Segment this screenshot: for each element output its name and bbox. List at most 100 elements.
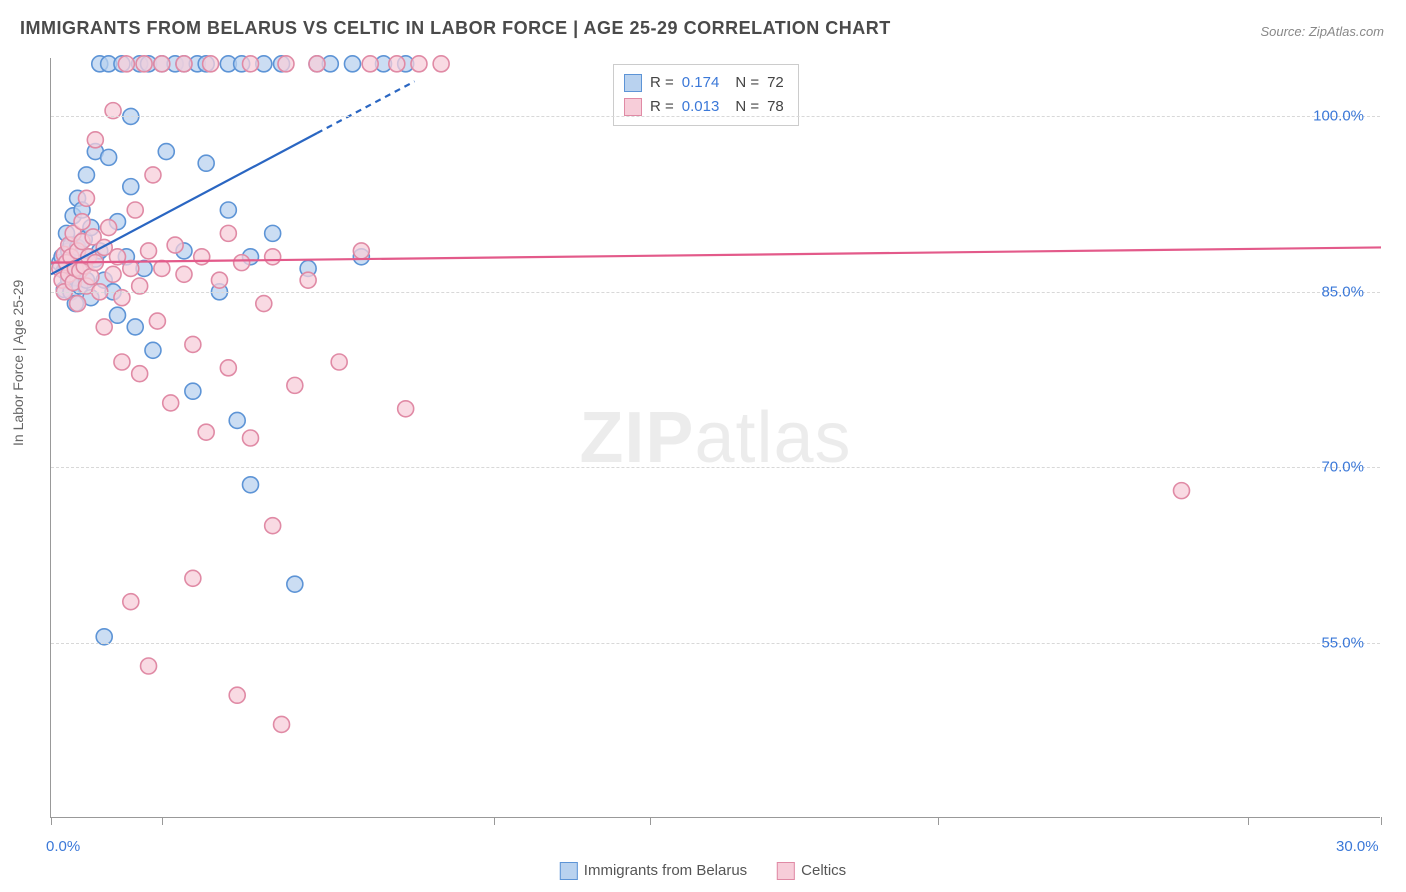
scatter-point xyxy=(243,477,259,493)
scatter-point xyxy=(203,56,219,72)
legend-swatch-icon xyxy=(624,98,642,116)
scatter-point xyxy=(145,167,161,183)
scatter-point xyxy=(176,266,192,282)
y-tick-label: 55.0% xyxy=(1321,634,1364,651)
scatter-point xyxy=(105,266,121,282)
scatter-point xyxy=(234,255,250,271)
scatter-point xyxy=(220,360,236,376)
scatter-point xyxy=(149,313,165,329)
gridline xyxy=(51,643,1380,644)
stats-n-label: N = xyxy=(735,95,759,119)
scatter-point xyxy=(344,56,360,72)
x-tick xyxy=(650,817,651,825)
gridline xyxy=(51,467,1380,468)
stats-r-value: 0.174 xyxy=(682,71,720,95)
source-label: Source: ZipAtlas.com xyxy=(1260,24,1384,39)
scatter-point xyxy=(141,658,157,674)
scatter-point xyxy=(101,220,117,236)
scatter-point xyxy=(194,249,210,265)
y-tick-label: 100.0% xyxy=(1313,108,1364,125)
scatter-point xyxy=(141,243,157,259)
scatter-point xyxy=(127,319,143,335)
scatter-point xyxy=(118,56,134,72)
scatter-point xyxy=(78,190,94,206)
scatter-point xyxy=(78,167,94,183)
trend-line-dash xyxy=(317,81,415,133)
x-tick xyxy=(938,817,939,825)
legend-label: Celtics xyxy=(801,862,846,879)
legend-item: Celtics xyxy=(777,862,846,880)
scatter-point xyxy=(274,716,290,732)
scatter-point xyxy=(389,56,405,72)
y-axis-label: In Labor Force | Age 25-29 xyxy=(10,280,26,446)
scatter-point xyxy=(176,56,192,72)
x-tick xyxy=(51,817,52,825)
legend-swatch-icon xyxy=(624,74,642,92)
scatter-point xyxy=(96,319,112,335)
chart-title: IMMIGRANTS FROM BELARUS VS CELTIC IN LAB… xyxy=(20,18,891,39)
scatter-point xyxy=(278,56,294,72)
scatter-point xyxy=(154,56,170,72)
legend-swatch-icon xyxy=(777,862,795,880)
scatter-point xyxy=(229,687,245,703)
stats-n-value: 78 xyxy=(767,95,784,119)
stats-row: R = 0.013 N = 78 xyxy=(624,95,784,119)
scatter-point xyxy=(300,272,316,288)
legend-label: Immigrants from Belarus xyxy=(584,862,747,879)
y-tick-label: 85.0% xyxy=(1321,283,1364,300)
x-tick xyxy=(1381,817,1382,825)
scatter-point xyxy=(101,149,117,165)
legend-item: Immigrants from Belarus xyxy=(560,862,747,880)
stats-n-value: 72 xyxy=(767,71,784,95)
x-tick xyxy=(1248,817,1249,825)
scatter-point xyxy=(132,366,148,382)
stats-r-label: R = xyxy=(650,95,674,119)
scatter-point xyxy=(243,430,259,446)
scatter-point xyxy=(229,412,245,428)
stats-row: R = 0.174 N = 72 xyxy=(624,71,784,95)
scatter-point xyxy=(220,225,236,241)
plot-area: ZIPatlas R = 0.174N = 72R = 0.013N = 78 … xyxy=(50,58,1380,818)
stats-r-value: 0.013 xyxy=(682,95,720,119)
scatter-point xyxy=(185,383,201,399)
scatter-point xyxy=(127,202,143,218)
stats-n-label: N = xyxy=(735,71,759,95)
gridline xyxy=(51,116,1380,117)
scatter-point xyxy=(220,202,236,218)
scatter-point xyxy=(163,395,179,411)
scatter-point xyxy=(154,260,170,276)
scatter-point xyxy=(411,56,427,72)
scatter-point xyxy=(185,336,201,352)
y-tick-label: 70.0% xyxy=(1321,459,1364,476)
scatter-point xyxy=(211,272,227,288)
scatter-point xyxy=(198,155,214,171)
x-tick xyxy=(494,817,495,825)
scatter-point xyxy=(198,424,214,440)
scatter-point xyxy=(110,307,126,323)
x-min-label: 0.0% xyxy=(46,838,80,855)
scatter-point xyxy=(243,56,259,72)
scatter-point xyxy=(331,354,347,370)
scatter-point xyxy=(185,570,201,586)
scatter-point xyxy=(114,354,130,370)
scatter-point xyxy=(309,56,325,72)
scatter-point xyxy=(87,132,103,148)
scatter-point xyxy=(158,144,174,160)
scatter-point xyxy=(70,296,86,312)
scatter-point xyxy=(287,377,303,393)
scatter-point xyxy=(362,56,378,72)
scatter-point xyxy=(145,342,161,358)
scatter-point xyxy=(265,518,281,534)
scatter-point xyxy=(136,56,152,72)
scatter-point xyxy=(287,576,303,592)
scatter-point xyxy=(167,237,183,253)
bottom-legend: Immigrants from Belarus Celtics xyxy=(560,862,846,880)
scatter-point xyxy=(433,56,449,72)
scatter-point xyxy=(398,401,414,417)
scatter-point xyxy=(265,249,281,265)
scatter-point xyxy=(123,179,139,195)
gridline xyxy=(51,292,1380,293)
scatter-point xyxy=(123,594,139,610)
scatter-point xyxy=(74,214,90,230)
stats-r-label: R = xyxy=(650,71,674,95)
